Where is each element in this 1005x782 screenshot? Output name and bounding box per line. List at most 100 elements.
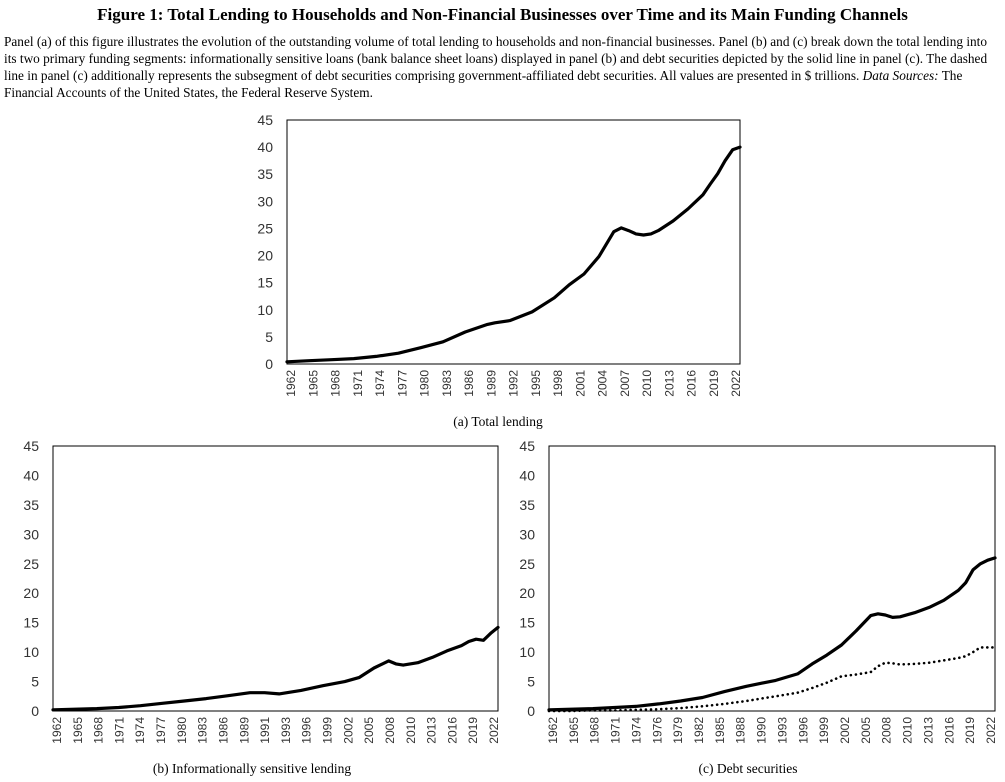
panel-c-plot-frame [548,445,996,712]
figure-title: Figure 1: Total Lending to Households an… [97,5,908,24]
panel-c-x-tick-label: 1999 [817,717,831,744]
panel-a-y-tick-label: 40 [257,139,273,155]
panel-b-x-tick-label: 2016 [445,717,459,744]
panel-c-x-tick-label: 2013 [921,717,935,744]
panel-b-series-line-solid [51,625,500,712]
panel-c-x-tick-label: 1965 [567,717,581,744]
panel-b-y-tick-label: 0 [31,703,39,719]
figure-caption: Panel (a) of this figure illustrates the… [4,33,1000,101]
panel-a-x-tick-label: 2007 [618,370,632,397]
panel-b-x-tick-label: 1965 [71,717,85,744]
panel-b-x-tick-label: 2002 [341,717,355,744]
panel-c-y-tick-label: 5 [527,674,535,690]
panel-b-x-tick-label: 1977 [154,717,168,744]
panel-c-series-line-dotted [547,646,997,713]
panel-c-x-tick-label: 1982 [692,717,706,744]
panel-a-label: (a) Total lending [453,414,543,429]
panel-c-x-tick-label: 2002 [838,717,852,744]
panel-c-x-tick-label: 2005 [859,717,873,744]
panel-a-y-tick-label: 20 [257,248,273,264]
panel-c-series-line-solid [547,556,997,712]
panel-a-x-tick-label: 2001 [573,370,587,397]
panel-c-x-tick-label: 1979 [671,717,685,744]
panel-a-x-tick-label: 1986 [462,370,476,397]
panel-b-y-tick-label: 45 [23,438,39,454]
panel-b-y-tick-label: 35 [23,497,39,513]
panel-b-x-tick-label: 1993 [279,717,293,744]
panel-c-x-tick-label: 1968 [588,717,602,744]
panel-c-x-tick-label: 1993 [775,717,789,744]
panel-a-y-tick-label: 0 [265,356,273,372]
panel-c-x-tick-label: 1988 [734,717,748,744]
panel-c-x-tick-label: 1971 [609,717,623,744]
panel-c-label: (c) Debt securities [699,761,798,776]
panel-a-x-tick-label: 1992 [507,370,521,397]
panel-c-y-tick-label: 35 [519,497,535,513]
panel-a-x-tick-label: 1989 [484,370,498,397]
panel-b-x-tick-label: 2005 [362,717,376,744]
panel-c-x-tick-label: 2022 [984,717,998,744]
caption-main-text: Panel (a) of this figure illustrates the… [4,34,988,83]
panel-c-x-tick-label: 1962 [546,717,560,744]
panel-a-x-tick-label: 2013 [662,370,676,397]
panel-a-x-tick-label: 1971 [351,370,365,397]
panel-b-x-tick-label: 2019 [466,717,480,744]
panel-c-x-tick-label: 2019 [963,717,977,744]
panel-b-x-tick-label: 1999 [321,717,335,744]
panel-b-x-tick-label: 1996 [300,717,314,744]
panel-b-x-tick-label: 2010 [404,717,418,744]
panel-c-x-tick-label: 2008 [880,717,894,744]
panel-b-x-tick-label: 1968 [92,717,106,744]
panel-b-label: (b) Informationally sensitive lending [153,761,352,776]
panel-c-y-tick-label: 10 [519,644,535,660]
panel-a-x-tick-label: 1968 [329,370,343,397]
panel-b-x-tick-label: 1974 [133,717,147,744]
panel-a-y-tick-label: 35 [257,166,273,182]
panel-b-y-tick-label: 40 [23,467,39,483]
panel-b-x-tick-label: 2022 [487,717,501,744]
panel-b-y-tick-label: 25 [23,556,39,572]
panel-c-y-tick-label: 15 [519,615,535,631]
panel-a-y-tick-label: 15 [257,275,273,291]
panel-a-x-tick-label: 1974 [373,370,387,397]
panel-a-y-tick-label: 10 [257,302,273,318]
panel-c-y-tick-label: 40 [519,467,535,483]
panel-b-x-tick-label: 2008 [383,717,397,744]
panel-b-y-tick-label: 5 [31,674,39,690]
panel-a-y-tick-label: 45 [257,112,273,128]
panel-b-x-tick-label: 1962 [50,717,64,744]
panel-a-y-tick-label: 25 [257,220,273,236]
panel-b-x-tick-label: 1989 [237,717,251,744]
panel-a-x-tick-label: 1983 [440,370,454,397]
panel-a-x-tick-label: 1965 [306,370,320,397]
panel-b-y-tick-label: 30 [23,526,39,542]
panel-b-plot-frame [52,445,499,712]
panel-c-x-tick-label: 2016 [942,717,956,744]
panel-c-x-tick-label: 1985 [713,717,727,744]
panel-a-y-tick-label: 30 [257,193,273,209]
panel-c-y-tick-label: 25 [519,556,535,572]
panel-a-x-tick-label: 2022 [729,370,743,397]
panel-b-x-tick-label: 2013 [425,717,439,744]
panel-a-x-tick-label: 2016 [685,370,699,397]
panel-a-x-tick-label: 1995 [529,370,543,397]
panel-a-plot-frame [286,119,741,365]
panel-c-x-tick-label: 1974 [629,717,643,744]
panel-b-x-tick-label: 1983 [196,717,210,744]
panel-c-y-tick-label: 20 [519,585,535,601]
caption-sources-text: The Financial Accounts of the United Sta… [4,68,963,100]
panel-b-y-tick-label: 10 [23,644,39,660]
panel-a-x-tick-label: 2010 [640,370,654,397]
panel-c-x-tick-label: 2010 [901,717,915,744]
panel-a-series-line-solid [285,145,742,364]
panel-b-x-tick-label: 1980 [175,717,189,744]
panel-c-y-tick-label: 45 [519,438,535,454]
panel-a-x-tick-label: 1962 [284,370,298,397]
panel-b-y-tick-label: 20 [23,585,39,601]
panel-a-x-tick-label: 1980 [418,370,432,397]
panel-c-x-tick-label: 1990 [755,717,769,744]
panel-c-y-tick-label: 0 [527,703,535,719]
panel-b-x-tick-label: 1971 [112,717,126,744]
